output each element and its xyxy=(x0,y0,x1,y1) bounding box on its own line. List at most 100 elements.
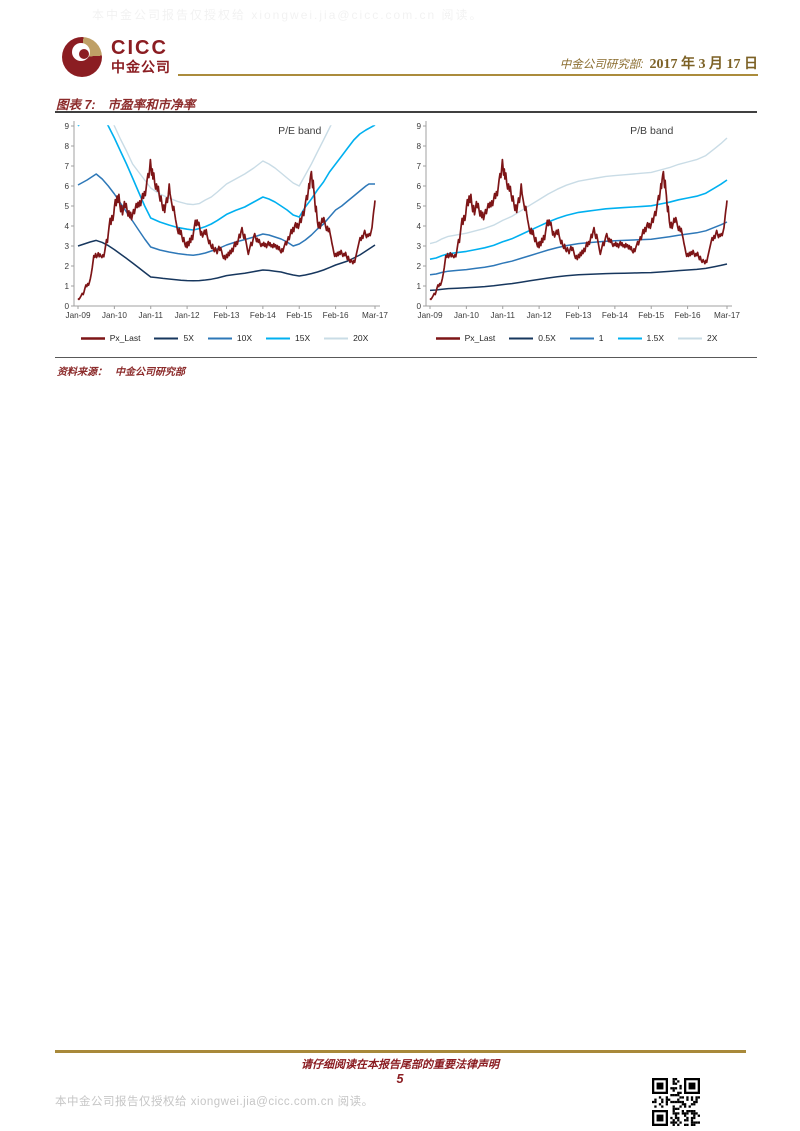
svg-text:3: 3 xyxy=(416,242,421,251)
header-right: 中金公司研究部: 2017 年 3 月 17 日 xyxy=(0,53,758,73)
svg-text:5: 5 xyxy=(64,202,69,211)
legend-item-20x: 20X xyxy=(323,333,368,343)
figure-caption: 图表 7: 市盈率和市净率 xyxy=(56,94,195,113)
legend-label: 5X xyxy=(183,333,194,343)
legend-label: 15X xyxy=(295,333,311,343)
svg-text:Feb-14: Feb-14 xyxy=(602,311,628,320)
figure-caption-label: 图表 7: xyxy=(56,98,96,112)
legend-swatch xyxy=(509,337,534,339)
legend-swatch xyxy=(207,337,232,339)
qr-code xyxy=(652,1078,700,1126)
svg-text:5: 5 xyxy=(416,202,421,211)
svg-text:0: 0 xyxy=(416,302,421,311)
research-dept-label: 中金公司研究部: xyxy=(559,59,644,71)
legend-swatch xyxy=(678,337,703,339)
svg-text:4: 4 xyxy=(64,222,69,231)
legend-label: 0.5X xyxy=(538,333,556,343)
svg-text:8: 8 xyxy=(416,142,421,151)
legend-swatch xyxy=(266,337,290,339)
svg-text:Jan-09: Jan-09 xyxy=(65,311,90,320)
legend-label: 1.5X xyxy=(646,333,665,343)
legend-swatch xyxy=(324,337,349,339)
logo-text-cn: 中金公司 xyxy=(111,59,171,76)
svg-text:Jan-12: Jan-12 xyxy=(175,311,200,320)
svg-text:4: 4 xyxy=(416,222,421,231)
svg-text:Feb-14: Feb-14 xyxy=(250,311,276,320)
svg-text:Feb-15: Feb-15 xyxy=(638,311,664,320)
legend-label: 2X xyxy=(707,333,718,343)
svg-text:Jan-11: Jan-11 xyxy=(491,311,516,320)
source-line: 资料来源： 中金公司研究部 xyxy=(57,363,185,378)
svg-text:Feb-13: Feb-13 xyxy=(214,311,240,320)
svg-text:7: 7 xyxy=(64,162,69,171)
pb-band-chart: 0 1 2 3 4 5 6 7 8 9 Jan-09 Jan-10 Jan-11 Jan-12 Feb-13… xyxy=(406,116,746,345)
source-text: 中金公司研究部 xyxy=(115,367,185,378)
watermark-bottom: 本中金公司报告仅授权给 xiongwei.jia@cicc.com.cn 阅读。 xyxy=(55,1096,374,1108)
svg-text:1: 1 xyxy=(416,282,421,291)
legend-swatch xyxy=(154,337,179,339)
page-number: 5 xyxy=(396,1072,404,1086)
legend-label: 20X xyxy=(353,333,369,343)
svg-text:9: 9 xyxy=(416,122,421,131)
legend-item-15x: 15X xyxy=(265,333,310,343)
pe-band-legend: Px_Last 5X 10X 15X 20X xyxy=(54,331,394,345)
svg-text:6: 6 xyxy=(416,182,421,191)
cicc-logo-text: CICC 中金公司 xyxy=(111,37,171,76)
legal-notice: 请仔细阅读在本报告尾部的重要法律声明 xyxy=(301,1059,499,1071)
svg-text:2: 2 xyxy=(416,262,421,271)
svg-text:Feb-16: Feb-16 xyxy=(323,311,349,320)
svg-text:Mar-17: Mar-17 xyxy=(362,311,388,320)
report-date: 2017 年 3 月 17 日 xyxy=(649,57,759,72)
legend-item-1: 1 xyxy=(569,333,604,343)
watermark-top: 本中金公司报告仅授权给 xiongwei.jia@cicc.com.cn 阅读。 xyxy=(92,8,484,22)
cicc-logo-icon xyxy=(62,37,102,77)
legend-label: Px_Last xyxy=(109,333,141,343)
svg-text:9: 9 xyxy=(64,122,69,131)
svg-text:Mar-17: Mar-17 xyxy=(714,311,740,320)
logo-text-en: CICC xyxy=(111,37,168,60)
legend-swatch xyxy=(80,336,105,340)
svg-text:Jan-09: Jan-09 xyxy=(417,311,442,320)
legend-item-1-5x: 1.5X xyxy=(617,333,665,343)
source-divider xyxy=(55,357,757,358)
svg-text:6: 6 xyxy=(64,182,69,191)
legend-swatch xyxy=(569,337,594,339)
svg-text:8: 8 xyxy=(64,142,69,151)
svg-text:7: 7 xyxy=(416,162,421,171)
legend-swatch xyxy=(617,337,642,339)
legend-item-10x: 10X xyxy=(207,333,252,343)
legend-item-2x: 2X xyxy=(677,333,717,343)
pb-band-plot: 0 1 2 3 4 5 6 7 8 9 Jan-09 Jan-10 Jan-11 Jan-12 Feb-13… xyxy=(416,121,740,320)
legend-swatch xyxy=(435,336,460,340)
pb-band-legend: Px_Last 0.5X 1 1.5X 2X xyxy=(406,331,746,345)
legend-item-px-last: Px_Last xyxy=(435,333,496,343)
legend-item-0-5x: 0.5X xyxy=(508,333,556,343)
svg-text:Jan-12: Jan-12 xyxy=(527,311,552,320)
svg-text:Feb-15: Feb-15 xyxy=(286,311,312,320)
svg-text:Jan-10: Jan-10 xyxy=(102,311,127,320)
svg-text:Jan-10: Jan-10 xyxy=(454,311,479,320)
legend-label: 10X xyxy=(236,333,252,343)
svg-text:Jan-11: Jan-11 xyxy=(139,311,164,320)
pe-band-chart: 0 1 2 3 4 5 6 7 8 9 Jan-09 Jan-10 Jan-11 Jan-12 Feb-13… xyxy=(54,116,394,345)
svg-text:Feb-13: Feb-13 xyxy=(566,311,592,320)
source-label: 资料来源： xyxy=(57,367,107,378)
svg-text:1: 1 xyxy=(64,282,69,291)
legend-item-5x: 5X xyxy=(153,333,194,343)
svg-text:0: 0 xyxy=(64,302,69,311)
pe-band-plot: 0 1 2 3 4 5 6 7 8 9 Jan-09 Jan-10 Jan-11 Jan-12 Feb-13… xyxy=(64,121,388,320)
svg-text:P/B band: P/B band xyxy=(630,125,673,137)
svg-text:2: 2 xyxy=(64,262,69,271)
header-divider xyxy=(178,74,758,76)
svg-text:P/E band: P/E band xyxy=(278,125,321,137)
svg-text:Feb-16: Feb-16 xyxy=(675,311,701,320)
caption-divider xyxy=(55,111,757,113)
figure-caption-title: 市盈率和市净率 xyxy=(107,98,196,112)
cicc-logo: CICC 中金公司 xyxy=(62,37,171,77)
svg-text:3: 3 xyxy=(64,242,69,251)
footer-divider xyxy=(55,1050,746,1053)
charts-row: 0 1 2 3 4 5 6 7 8 9 Jan-09 Jan-10 Jan-11 Jan-12 Feb-13… xyxy=(54,116,746,345)
legend-item-px-last: Px_Last xyxy=(80,333,141,343)
legend-label: Px_Last xyxy=(464,333,496,343)
